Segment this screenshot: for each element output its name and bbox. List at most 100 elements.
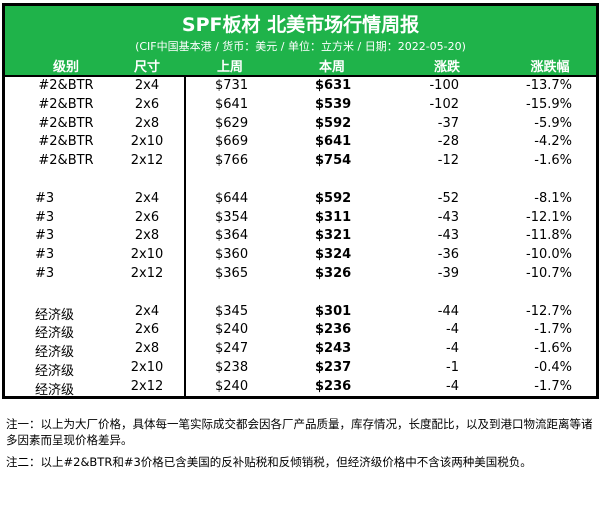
cell-this-week: $592	[315, 190, 352, 206]
cell-change: -28	[437, 134, 459, 150]
cell-size: 2x8	[134, 228, 160, 244]
cell-change: -43	[437, 228, 459, 244]
cell-change: -36	[437, 247, 459, 263]
cell-change-pct: -1.7%	[534, 322, 572, 338]
notes: 注一：以上为大厂价格，具体每一笔实际成交都会因各厂产品质量，库存情况，长度配比，…	[6, 416, 596, 476]
cell-grade: #2&BTR	[38, 96, 94, 112]
cell-change: -4	[446, 341, 459, 357]
cell-change: -4	[446, 322, 459, 338]
cell-change-pct: -1.7%	[534, 378, 572, 394]
cell-grade: #3	[35, 247, 55, 263]
table-row: 经济级 2x10 $238 $237 -1 -0.4%	[5, 359, 596, 379]
cell-size: 2x10	[130, 247, 164, 263]
column-divider	[184, 77, 186, 396]
cell-size: 2x8	[134, 341, 160, 357]
cell-change-pct: -0.4%	[534, 359, 572, 375]
table-row: 经济级 2x12 $240 $236 -4 -1.7%	[5, 378, 596, 398]
cell-change-pct: -1.6%	[534, 341, 572, 357]
cell-this-week: $592	[315, 115, 352, 131]
cell-size: 2x4	[134, 303, 160, 319]
cell-last-week: $364	[215, 228, 249, 244]
cell-change: -44	[437, 303, 459, 319]
note-2: 注二：以上#2&BTR和#3价格已含美国的反补贴税和反倾销税，但经济级价格中不含…	[6, 455, 532, 469]
cell-grade: #2&BTR	[38, 78, 94, 93]
cell-grade: 经济级	[35, 345, 75, 361]
cell-change-pct: -5.9%	[534, 115, 572, 131]
cell-last-week: $238	[215, 359, 249, 375]
cell-change-pct: -15.9%	[526, 96, 572, 112]
cell-last-week: $345	[215, 303, 249, 319]
cell-last-week: $247	[215, 341, 249, 357]
cell-change: -12	[437, 153, 459, 169]
col-change: 涨跌	[433, 60, 460, 75]
table-row: 经济级 2x6 $240 $236 -4 -1.7%	[5, 321, 596, 341]
cell-size: 2x10	[130, 134, 164, 150]
cell-change-pct: -11.8%	[526, 228, 572, 244]
cell-change: -1	[446, 359, 459, 375]
cell-change-pct: -4.2%	[534, 134, 572, 150]
cell-this-week: $641	[315, 134, 352, 150]
cell-last-week: $240	[215, 378, 249, 394]
cell-change-pct: -12.7%	[526, 303, 572, 319]
report-subtitle: (CIF中国基本港 / 货币：美元 / 单位：立方米 / 日期：2022-05-…	[135, 40, 466, 53]
cell-size: 2x8	[134, 115, 160, 131]
cell-this-week: $243	[315, 341, 352, 357]
cell-grade: 经济级	[35, 307, 75, 323]
cell-last-week: $731	[215, 78, 249, 93]
cell-grade: 经济级	[35, 363, 75, 379]
spacer-row	[5, 171, 596, 190]
cell-grade: 经济级	[35, 382, 75, 398]
report-title: SPF板材 北美市场行情周报	[181, 14, 420, 36]
cell-this-week: $236	[315, 322, 352, 338]
table-row: #2&BTR 2x6 $641 $539 -102 -15.9%	[5, 96, 596, 115]
table-header: SPF板材 北美市场行情周报 (CIF中国基本港 / 货币：美元 / 单位：立方…	[5, 6, 596, 77]
table-row: #2&BTR 2x12 $766 $754 -12 -1.6%	[5, 152, 596, 171]
cell-size: 2x6	[134, 96, 160, 112]
cell-change: -4	[446, 378, 459, 394]
cell-last-week: $360	[215, 247, 249, 263]
cell-size: 2x4	[134, 78, 160, 93]
cell-this-week: $754	[315, 153, 352, 169]
cell-this-week: $631	[315, 78, 352, 93]
cell-change-pct: -12.1%	[526, 209, 572, 225]
col-grade: 级别	[52, 60, 79, 75]
cell-this-week: $236	[315, 378, 352, 394]
cell-change-pct: -1.6%	[534, 153, 572, 169]
cell-size: 2x10	[130, 359, 164, 375]
cell-last-week: $629	[215, 115, 249, 131]
cell-grade: #2&BTR	[38, 153, 94, 169]
cell-size: 2x6	[134, 322, 160, 338]
table-row: #3 2x10 $360 $324 -36 -10.0%	[5, 246, 596, 265]
table-row: #2&BTR 2x4 $731 $631 -100 -13.7%	[5, 77, 596, 96]
cell-grade: #3	[35, 228, 55, 244]
cell-last-week: $354	[215, 209, 249, 225]
cell-this-week: $311	[315, 209, 352, 225]
col-size: 尺寸	[133, 60, 160, 75]
cell-this-week: $326	[315, 265, 352, 281]
cell-grade: #3	[35, 190, 55, 206]
cell-this-week: $324	[315, 247, 352, 263]
cell-size: 2x12	[130, 153, 164, 169]
table-row: 经济级 2x4 $345 $301 -44 -12.7%	[5, 303, 596, 323]
cell-this-week: $539	[315, 96, 352, 112]
cell-change: -43	[437, 209, 459, 225]
cell-last-week: $365	[215, 265, 249, 281]
cell-last-week: $240	[215, 322, 249, 338]
cell-last-week: $641	[215, 96, 249, 112]
note-1: 注一：以上为大厂价格，具体每一笔实际成交都会因各厂产品质量，库存情况，长度配比，…	[6, 417, 593, 447]
cell-last-week: $766	[215, 153, 249, 169]
col-last-week: 上周	[216, 60, 243, 75]
cell-last-week: $644	[215, 190, 249, 206]
cell-change-pct: -10.7%	[526, 265, 572, 281]
table-row: #3 2x6 $354 $311 -43 -12.1%	[5, 209, 596, 228]
table-body: #2&BTR 2x4 $731 $631 -100 -13.7% #2&BTR 2x6 $641…	[5, 77, 596, 398]
table-row: 经济级 2x8 $247 $243 -4 -1.6%	[5, 340, 596, 361]
cell-change: -37	[437, 115, 459, 131]
cell-grade: #2&BTR	[38, 115, 94, 131]
cell-change-pct: -10.0%	[526, 247, 572, 263]
spacer-row	[5, 284, 596, 303]
cell-this-week: $237	[315, 359, 352, 375]
table-row: #3 2x8 $364 $321 -43 -11.8%	[5, 227, 596, 246]
cell-change: -52	[437, 190, 459, 206]
cell-change-pct: -13.7%	[526, 78, 572, 93]
